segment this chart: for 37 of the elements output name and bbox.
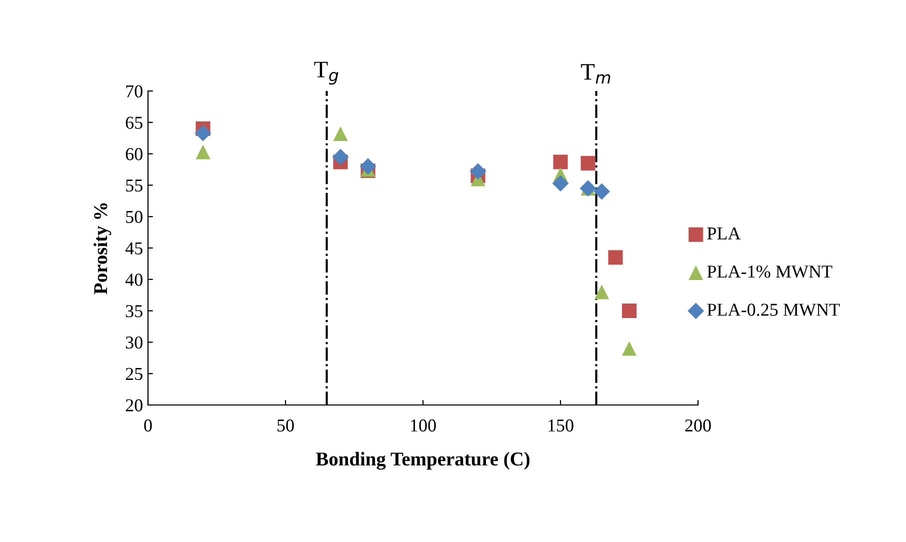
y-tick-label: 30: [126, 336, 142, 349]
y-axis-title: Porosity %: [94, 203, 112, 294]
x-tick-label: 50: [278, 419, 294, 432]
ref-line-label: T$_{m}$: [580, 64, 610, 84]
legend-label: PLA: [707, 227, 741, 240]
legend-label: PLA-1% MWNT: [707, 266, 832, 278]
y-tick-label: 50: [126, 210, 142, 224]
point: [580, 156, 596, 171]
y-tick-label: 45: [125, 242, 142, 254]
y-tick-label: 40: [125, 274, 142, 286]
y-tick-label: 60: [126, 148, 142, 160]
ref-line-label: T$_{g}$: [314, 62, 338, 85]
point: [552, 175, 569, 192]
x-axis-title: Bonding Temperature (C): [316, 452, 530, 470]
y-tick-label: 55: [126, 180, 142, 192]
x-tick-label: 100: [411, 419, 436, 432]
point: [594, 284, 610, 300]
point: [622, 304, 637, 318]
point: [196, 144, 210, 160]
x-tick-label: 0: [144, 419, 152, 432]
point: [333, 126, 348, 141]
y-tick-label: 25: [126, 368, 142, 380]
point: [553, 154, 568, 170]
point: [194, 124, 212, 142]
x-tick-label: 200: [685, 419, 711, 432]
y-tick-label: 35: [126, 305, 142, 318]
y-tick-label: 20: [126, 399, 142, 412]
point: [608, 250, 623, 265]
point: [360, 158, 376, 175]
point: [594, 183, 610, 200]
point: [622, 341, 637, 356]
point: [332, 148, 349, 166]
y-tick-label: 70: [126, 85, 142, 98]
point: [470, 163, 486, 180]
x-tick-label: 150: [548, 419, 574, 432]
y-tick-label: 65: [126, 116, 142, 129]
legend-label: PLA-0.25 MWNT: [707, 304, 840, 316]
